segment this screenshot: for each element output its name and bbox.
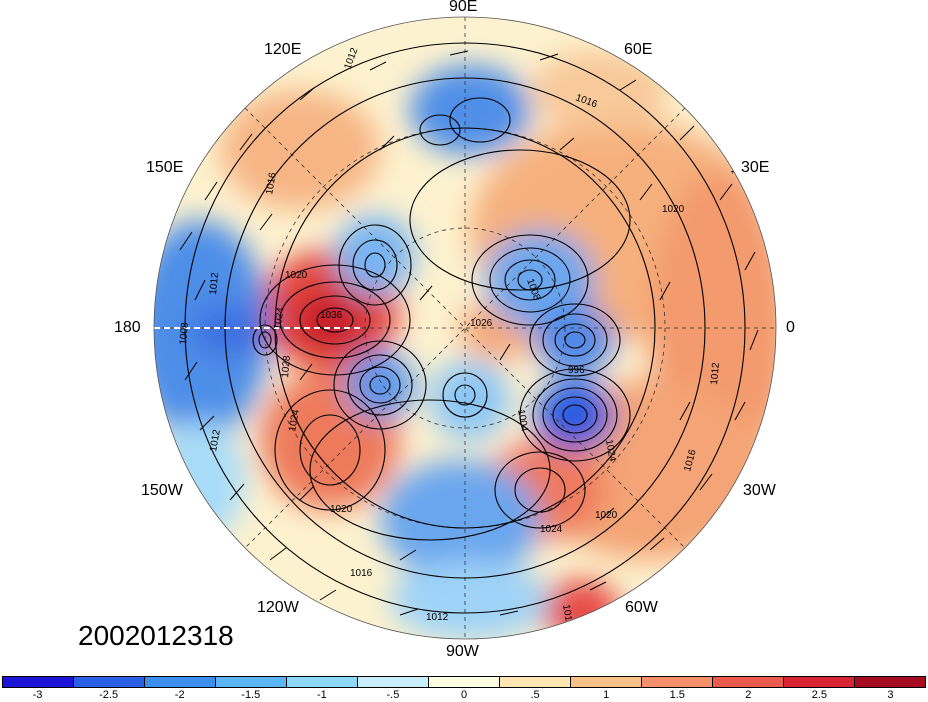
colorbar-tick-label: 3 [887,689,894,701]
lon-label-150E: 150E [146,159,184,176]
colorbar-cell [642,677,713,687]
lon-label-60W: 60W [625,599,658,616]
colorbar-cell [571,677,642,687]
colorbar-cell [784,677,855,687]
lon-label-150W: 150W [141,482,183,499]
isobar-label: 1020 [285,270,308,281]
colorbar-cell [429,677,500,687]
isobar-label: 1036 [320,310,343,321]
colorbar-tick-label: -1 [316,689,327,701]
isobar-label: 1024 [272,306,287,330]
isobar-label: 1012 [208,428,223,452]
wind-barbs [179,50,759,616]
colorbar-cell [713,677,784,687]
colorbar-cell [287,677,358,687]
isobar-label: 1016 [350,568,373,579]
lon-label-30E: 30E [741,159,770,176]
lon-label-180: 180 [114,319,141,336]
isobar-label: 1028 [280,355,293,379]
colorbar [2,676,926,688]
isobar-label: 996 [568,365,585,376]
colorbar-tick-label: -2 [174,689,185,701]
isobar-label: 1024 [540,524,563,535]
map-boundary [153,16,777,640]
isobar-label: 1016 [264,171,279,195]
isobar-label: 1020 [595,510,618,521]
isobar-label: 1026 [470,318,493,329]
colorbar-cell [216,677,287,687]
colorbar-tick-label: -.5 [386,689,400,701]
lon-label-0: 0 [786,319,795,336]
colorbar-tick-label: .5 [530,689,540,701]
colorbar-tick-label: 2 [745,689,752,701]
colorbar-tick-label: -3 [32,689,43,701]
colorbar-tick-label: 2.5 [811,689,828,701]
colorbar-cell [500,677,571,687]
anomaly-field: 1012 1016 1016 1020 1020 1024 1036 1026 … [154,17,776,639]
colorbar-tick-label: -1.5 [241,689,261,701]
isobar-label: 1008 [178,322,191,346]
timestamp-label: 2002012318 [78,620,234,651]
colorbar-cell [3,677,74,687]
lon-label-60E: 60E [624,41,653,58]
isobar-label: 1012 [426,612,449,623]
isobar-label: 1012 [709,362,722,386]
lon-label-120W: 120W [257,599,299,616]
colorbar-cell [358,677,429,687]
colorbar-cell [855,677,925,687]
isobar-label-group: 1012 1016 1016 1020 1020 1024 1036 1026 … [178,46,743,628]
colorbar-tick-label: 0 [460,689,468,701]
lon-label-30W: 30W [743,482,776,499]
isobar-label: 1020 [662,204,685,215]
lon-label-120E: 120E [264,41,302,58]
colorbar-tick-label: 1 [603,689,610,701]
isobar-label: 1024 [287,408,302,432]
lon-label-90W: 90W [446,643,479,660]
colorbar-tick-label: 1.5 [669,689,685,701]
lon-label-90E: 90E [449,0,478,15]
isobar-label: 1020 [330,504,353,515]
colorbar-tick-label: -2.5 [99,689,119,701]
colorbar-cell [74,677,145,687]
isobar-label: 1004 [515,409,530,433]
isobar-label: 1024 [603,439,618,463]
colorbar-cell [145,677,216,687]
isobar-label: 1012 [208,272,221,296]
